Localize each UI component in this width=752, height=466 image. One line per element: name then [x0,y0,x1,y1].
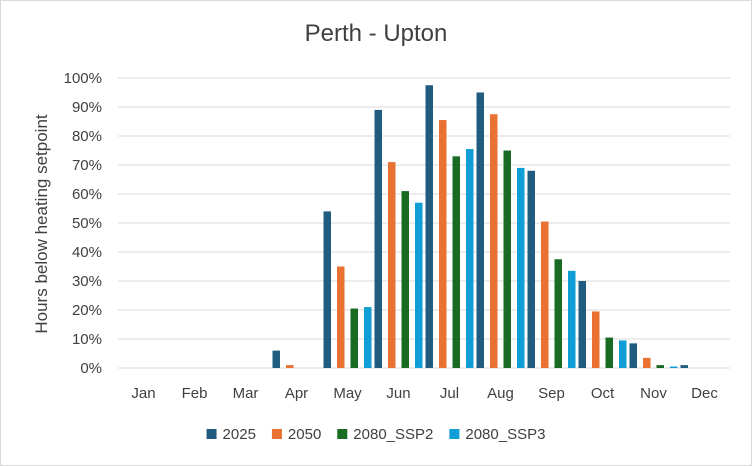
x-tick-label: Dec [691,385,718,402]
bar-2025-dec [680,365,688,368]
bar-2080-ssp2-jun [401,191,409,368]
x-tick-label: Aug [487,385,514,402]
x-tick-label: Nov [640,385,667,402]
bar-2080-ssp3-nov [670,366,678,368]
y-tick-label: 90% [72,99,102,116]
bar-2080-ssp3-aug [517,167,525,368]
bar-2080-ssp2-jul [452,156,460,368]
x-tick-label: Jun [386,385,410,402]
bar-2050-oct [592,311,600,368]
legend-swatch-2080-ssp2 [337,429,348,439]
x-tick-label: Sep [538,385,565,402]
y-tick-label: 20% [72,302,102,319]
bar-2025-apr [272,350,280,368]
bar-2050-apr [286,365,294,368]
y-tick-label: 100% [64,70,102,87]
x-tick-label: Jan [131,385,155,402]
bar-2050-jul [439,120,447,368]
x-tick-label: Mar [233,385,259,402]
y-tick-label: 10% [72,331,102,348]
bar-2050-aug [490,114,498,368]
legend-label-2080-ssp3: 2080_SSP3 [465,426,545,443]
y-tick-labels: 0% 10% 20% 30% 40% 50% 60% 70% 80% 90% 100% [64,70,102,377]
gridlines [118,77,730,369]
legend: 2025 2050 2080_SSP2 2080_SSP3 [206,426,545,443]
y-tick-label: 0% [80,360,102,377]
legend-swatch-2080-ssp3 [449,429,460,439]
bar-2050-nov [643,357,651,368]
chart-title: Perth - Upton [304,20,448,47]
bar-2080-ssp2-oct [605,337,613,368]
bar-2025-sep [527,170,535,368]
bar-2050-jun [388,162,396,368]
bar-2080-ssp2-sep [554,259,562,368]
x-tick-label: May [333,385,362,402]
y-tick-label: 50% [72,215,102,232]
bar-2080-ssp3-jun [415,202,423,368]
bar-2025-nov [629,343,637,368]
bar-2080-ssp3-may [364,307,372,368]
legend-label-2025: 2025 [223,426,256,443]
bar-2080-ssp3-oct [619,340,627,368]
y-tick-label: 40% [72,244,102,261]
bar-2025-jun [374,109,382,369]
bar-2025-jul [425,85,433,368]
bar-2080-ssp2-aug [503,150,511,368]
y-axis-label: Hours below heating setpoint [32,114,51,334]
x-tick-label: Apr [285,385,308,402]
bar-2080-ssp3-jul [466,149,474,368]
legend-label-2080-ssp2: 2080_SSP2 [353,426,433,443]
bar-2080-ssp3-sep [568,270,576,368]
bar-2050-sep [541,221,549,368]
bar-2025-aug [476,92,484,368]
bar-2080-ssp2-nov [656,365,664,368]
bar-2050-may [337,266,345,368]
legend-swatch-2050 [271,429,282,439]
legend-swatch-2025 [206,429,217,439]
x-tick-label: Feb [182,385,208,402]
x-tick-label: Oct [591,385,615,402]
bar-2025-may [323,211,331,368]
legend-label-2050: 2050 [288,426,321,443]
bar-2025-oct [578,281,586,368]
x-tick-label: Jul [440,385,459,402]
x-tick-labels: Jan Feb Mar Apr May Jun Jul Aug Sep Oct Nov Dec [131,385,718,402]
y-tick-label: 30% [72,273,102,290]
y-tick-label: 70% [72,157,102,174]
y-tick-label: 60% [72,186,102,203]
bar-2080-ssp2-may [350,308,358,368]
y-tick-label: 80% [72,128,102,145]
bars [272,85,688,369]
